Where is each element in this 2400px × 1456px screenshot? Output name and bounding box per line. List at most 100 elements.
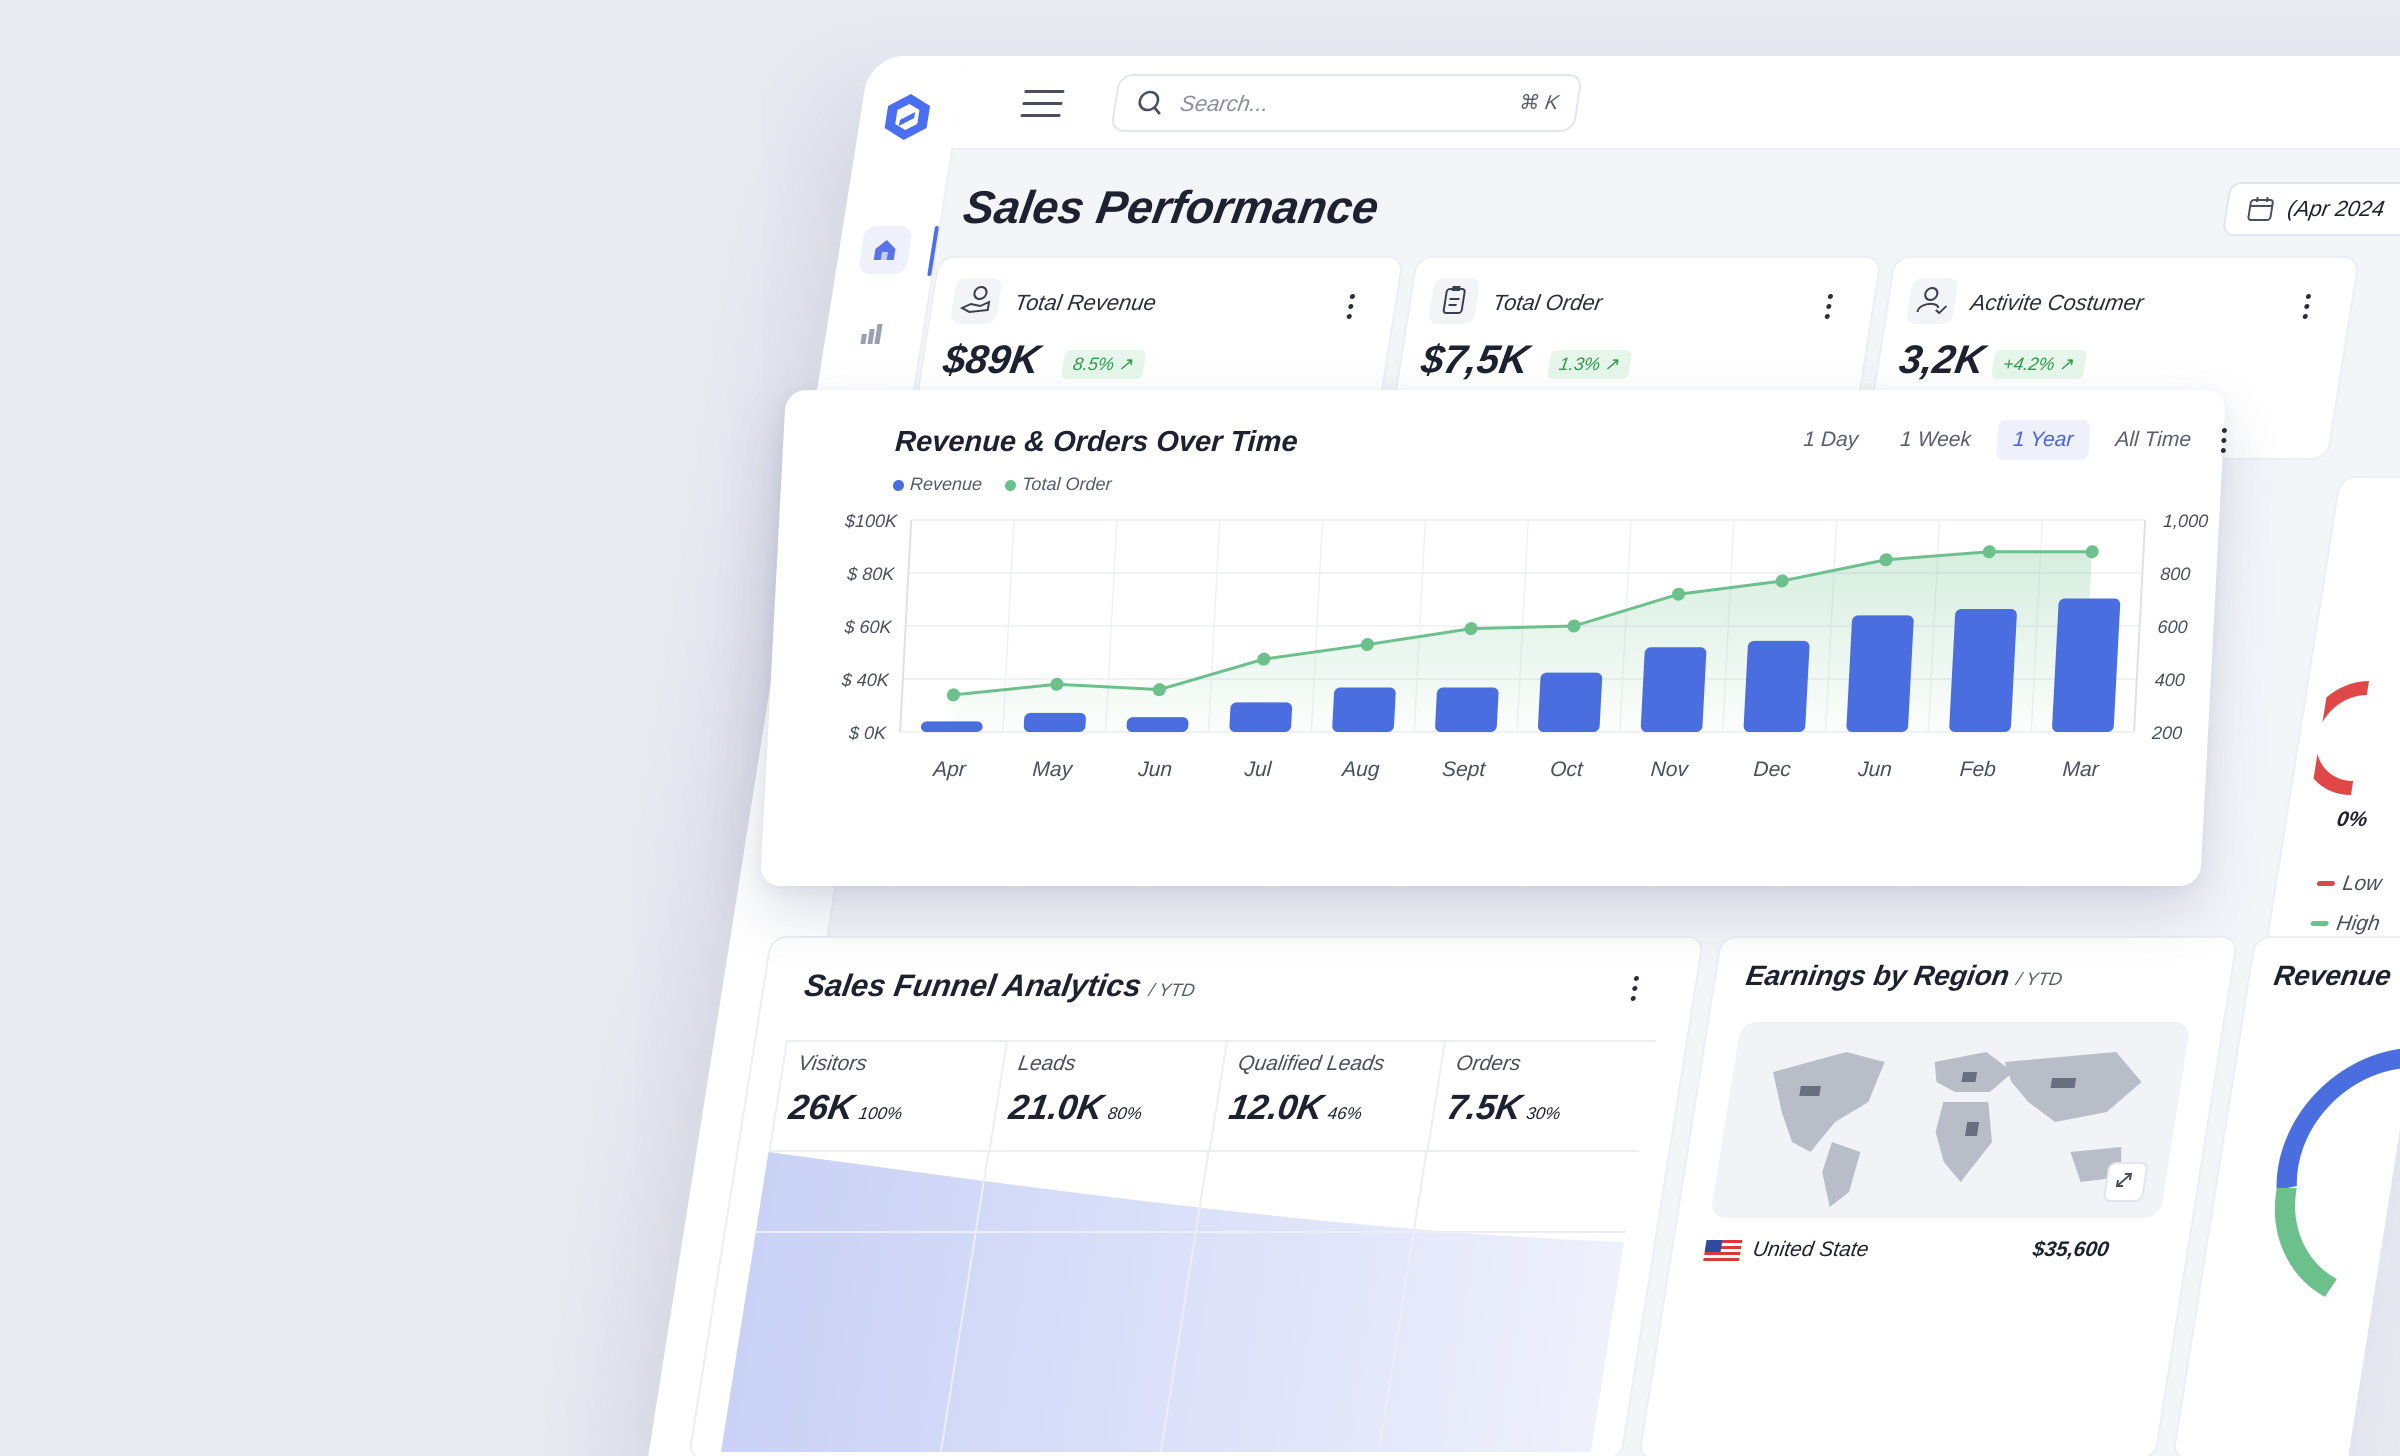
y-left-tick-label: $100K bbox=[844, 511, 899, 531]
orders-area bbox=[951, 551, 2093, 732]
search-input[interactable]: Search... ⌘ K bbox=[1109, 74, 1584, 132]
revenue-legend-dot bbox=[892, 480, 905, 491]
bar-chart-icon bbox=[860, 324, 883, 344]
y-axis-left bbox=[899, 520, 913, 732]
stage-value: 7.5K30% bbox=[1444, 1088, 1564, 1128]
kpi-title: Total Revenue bbox=[1012, 290, 1159, 315]
funnel-title: Sales Funnel Analytics / YTD bbox=[802, 968, 1199, 1004]
more-options-icon[interactable] bbox=[1822, 294, 1835, 324]
kpi-change-badge: 1.3% ↗ bbox=[1546, 350, 1633, 379]
funnel-title-text: Sales Funnel Analytics bbox=[802, 968, 1145, 1003]
more-options-icon[interactable] bbox=[2218, 428, 2228, 458]
sidebar-item-analytics[interactable] bbox=[844, 310, 900, 358]
x-tick-label: Oct bbox=[1550, 758, 1585, 781]
funnel-stage: Qualified Leads 12.0K46% bbox=[1208, 1040, 1447, 1150]
stage-name: Orders bbox=[1454, 1052, 1523, 1075]
funnel-period: / YTD bbox=[1147, 980, 1197, 1000]
brand-logo-icon[interactable] bbox=[876, 90, 939, 144]
legend-revenue-label: Revenue bbox=[909, 474, 983, 494]
legend-high-label: High bbox=[2334, 912, 2382, 935]
world-map[interactable] bbox=[1709, 1022, 2192, 1218]
funnel-stage: Orders 7.5K30% bbox=[1426, 1040, 1659, 1150]
date-range-button[interactable]: (Apr 2024 bbox=[2221, 182, 2400, 236]
low-swatch bbox=[2316, 881, 2336, 886]
us-flag-icon bbox=[1702, 1240, 1743, 1264]
orders-point bbox=[946, 688, 960, 702]
gauge-value: 0% bbox=[2335, 808, 2370, 831]
orders-point bbox=[1567, 619, 1581, 633]
more-options-icon[interactable] bbox=[1344, 294, 1357, 324]
x-tick-label: Feb bbox=[1959, 758, 1997, 781]
y-right-tick-label: 600 bbox=[2157, 617, 2188, 637]
orders-point bbox=[1360, 638, 1374, 652]
revenue-bar bbox=[2052, 598, 2121, 732]
revenue-orders-chart: $100K $ 80K $ 60K $ 40K $ 0K 1,000 800 600 400 20… bbox=[840, 511, 2208, 781]
region-amount: $35,600 bbox=[2031, 1238, 2111, 1261]
revenue-bar bbox=[1640, 647, 1707, 732]
x-tick-label: May bbox=[1032, 758, 1074, 781]
y-left-tick-label: $ 60K bbox=[843, 617, 893, 637]
x-tick-label: Apr bbox=[931, 758, 968, 781]
revenue-bar bbox=[1743, 640, 1810, 732]
sidebar-item-home[interactable] bbox=[857, 226, 914, 274]
stage-percent: 46% bbox=[1326, 1104, 1364, 1123]
clipboard-icon bbox=[1427, 278, 1481, 324]
expand-map-button[interactable] bbox=[2102, 1162, 2149, 1202]
top-bar: Search... ⌘ K bbox=[951, 56, 2400, 150]
revenue-bar bbox=[1126, 717, 1189, 733]
orders-point bbox=[1982, 545, 1996, 559]
kpi-title: Total Order bbox=[1490, 290, 1605, 315]
tab-1-year[interactable]: 1 Year bbox=[1996, 420, 2091, 460]
more-options-icon[interactable] bbox=[1628, 976, 1641, 1006]
region-title: Earnings by Region / YTD bbox=[1744, 960, 2065, 992]
menu-toggle-icon[interactable] bbox=[1020, 90, 1065, 118]
stage-name: Leads bbox=[1016, 1052, 1078, 1075]
y-right-tick-label: 400 bbox=[2154, 670, 2185, 690]
y-left-tick-label: $ 80K bbox=[846, 564, 896, 584]
page-title: Sales Performance bbox=[959, 181, 1383, 233]
revenue-bar bbox=[1949, 609, 2017, 732]
revenue-bar bbox=[1846, 615, 1914, 732]
x-tick-label: Aug bbox=[1340, 758, 1381, 781]
kpi-card-revenue: Total Revenue $89K 8.5% ↗ bbox=[906, 256, 1405, 460]
chart-title: Revenue & Orders Over Time bbox=[894, 426, 1299, 458]
high-swatch bbox=[2310, 921, 2329, 926]
kpi-change-badge: +4.2% ↗ bbox=[1990, 350, 2088, 379]
calendar-icon bbox=[2247, 197, 2274, 221]
x-tick-label: Jul bbox=[1243, 758, 1273, 781]
tab-1-day[interactable]: 1 Day bbox=[1802, 428, 1859, 451]
region-title-text: Earnings by Region bbox=[1743, 960, 2012, 991]
funnel-stage: Visitors 26K100% bbox=[768, 1040, 1009, 1150]
x-tick-label: Sept bbox=[1442, 758, 1488, 781]
revenue-card-title: Revenue bbox=[2271, 960, 2394, 991]
x-tick-label: Nov bbox=[1650, 758, 1690, 781]
y-right-tick-label: 200 bbox=[2151, 723, 2183, 743]
tab-1-week[interactable]: 1 Week bbox=[1899, 428, 1972, 451]
stage-percent: 100% bbox=[857, 1104, 904, 1123]
stage-number: 12.0K bbox=[1226, 1088, 1326, 1127]
x-tick-label: Mar bbox=[2062, 758, 2100, 781]
more-options-icon[interactable] bbox=[2300, 294, 2313, 324]
stage-number: 26K bbox=[786, 1088, 857, 1127]
gauge-arc bbox=[2310, 681, 2369, 795]
gauge-card: 0% Low High bbox=[2259, 476, 2400, 980]
legend-low-label: Low bbox=[2341, 872, 2384, 895]
chart-legend: Revenue Total Order bbox=[892, 474, 1112, 495]
funnel-shape bbox=[720, 1152, 1626, 1452]
revenue-donut bbox=[2274, 1048, 2400, 1297]
revenue-bar bbox=[1435, 687, 1499, 732]
orders-point bbox=[1464, 622, 1478, 636]
x-tick-label: Dec bbox=[1753, 758, 1792, 781]
kpi-change-badge: 8.5% ↗ bbox=[1060, 350, 1147, 379]
y-right-tick-label: 800 bbox=[2160, 564, 2191, 584]
tab-all-time[interactable]: All Time bbox=[2114, 428, 2192, 451]
revenue-bar bbox=[1229, 702, 1293, 733]
orders-point bbox=[1879, 553, 1893, 567]
orders-point bbox=[1257, 652, 1271, 666]
kpi-value: $89K bbox=[940, 338, 1043, 382]
kpi-card-orders: Total Order $7,5K 1.3% ↗ bbox=[1384, 256, 1883, 460]
x-tick-label: Jun bbox=[1857, 758, 1893, 781]
earnings-region-card: Earnings by Region / YTD bbox=[1637, 936, 2239, 1456]
revenue-bar bbox=[1332, 687, 1396, 732]
home-icon bbox=[873, 240, 896, 260]
